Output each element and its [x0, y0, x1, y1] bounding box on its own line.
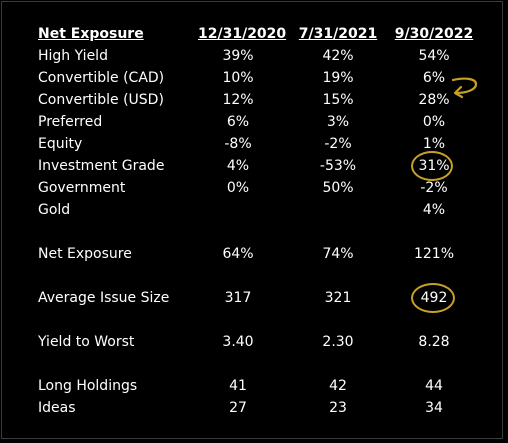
table-row: Gold 4% [0, 200, 508, 220]
header-date-3: 9/30/2022 [394, 26, 474, 42]
value-col2: 74% [322, 246, 354, 262]
header-label: Net Exposure [38, 26, 144, 42]
value-col1: -8% [224, 136, 252, 152]
value-col3: 44 [425, 378, 443, 394]
header-date-2: 7/31/2021 [298, 26, 378, 42]
table-row: Convertible (CAD) 10% 19% 6% [0, 68, 508, 88]
value-col1: 10% [222, 70, 254, 86]
value-col2: 42% [322, 48, 354, 64]
table-row: Net Exposure 64% 74% 121% [0, 244, 508, 264]
highlight-circle-average-issue-size [411, 283, 455, 313]
value-col2: -53% [319, 158, 357, 174]
value-col3: 121% [413, 246, 455, 262]
value-col2: -2% [324, 136, 352, 152]
value-col3: 0% [422, 114, 446, 130]
row-label: Gold [38, 202, 71, 218]
value-col1: 39% [222, 48, 254, 64]
value-col3: 34 [425, 400, 443, 416]
value-col3: 28% [418, 92, 450, 108]
value-col1: 0% [226, 180, 250, 196]
value-col3: -2% [420, 180, 448, 196]
row-label: Yield to Worst [38, 334, 135, 350]
row-label: High Yield [38, 48, 108, 64]
row-label: Net Exposure [38, 246, 132, 262]
row-label: Average Issue Size [38, 290, 170, 306]
row-label: Equity [38, 136, 83, 152]
highlight-circle-investment-grade [411, 151, 453, 181]
table-row: Yield to Worst 3.40 2.30 8.28 [0, 332, 508, 352]
row-label: Ideas [38, 400, 76, 416]
table-row: Equity -8% -2% 1% [0, 134, 508, 154]
value-col2: 2.30 [322, 334, 354, 350]
header-row: Net Exposure 12/31/2020 7/31/2021 9/30/2… [0, 24, 508, 44]
value-col1: 12% [222, 92, 254, 108]
value-col3: 4% [422, 202, 446, 218]
table-row: Government 0% 50% -2% [0, 178, 508, 198]
value-col1: 27 [229, 400, 247, 416]
table-row: High Yield 39% 42% 54% [0, 46, 508, 66]
value-col3: 8.28 [418, 334, 450, 350]
value-col1: 317 [224, 290, 252, 306]
row-label: Government [38, 180, 126, 196]
value-col1: 41 [229, 378, 247, 394]
row-label: Convertible (USD) [38, 92, 164, 108]
value-col1: 3.40 [222, 334, 254, 350]
row-label: Investment Grade [38, 158, 165, 174]
table-row: Long Holdings 41 42 44 [0, 376, 508, 396]
value-col2: 50% [322, 180, 354, 196]
table-row: Ideas 27 23 34 [0, 398, 508, 418]
table-row: Preferred 6% 3% 0% [0, 112, 508, 132]
value-col3: 54% [418, 48, 450, 64]
curved-arrow-icon [451, 77, 478, 99]
value-col2: 3% [326, 114, 350, 130]
value-col2: 23 [329, 400, 347, 416]
value-col1: 64% [222, 246, 254, 262]
value-col2: 321 [324, 290, 352, 306]
value-col1: 6% [226, 114, 250, 130]
header-date-1: 12/31/2020 [198, 26, 287, 42]
row-label: Convertible (CAD) [38, 70, 165, 86]
value-col1: 4% [226, 158, 250, 174]
value-col3: 6% [422, 70, 446, 86]
value-col3: 1% [422, 136, 446, 152]
row-label: Long Holdings [38, 378, 138, 394]
value-col2: 15% [322, 92, 354, 108]
table-frame [1, 1, 503, 439]
value-col2: 19% [322, 70, 354, 86]
row-label: Preferred [38, 114, 103, 130]
table-row: Convertible (USD) 12% 15% 28% [0, 90, 508, 110]
value-col2: 42 [329, 378, 347, 394]
